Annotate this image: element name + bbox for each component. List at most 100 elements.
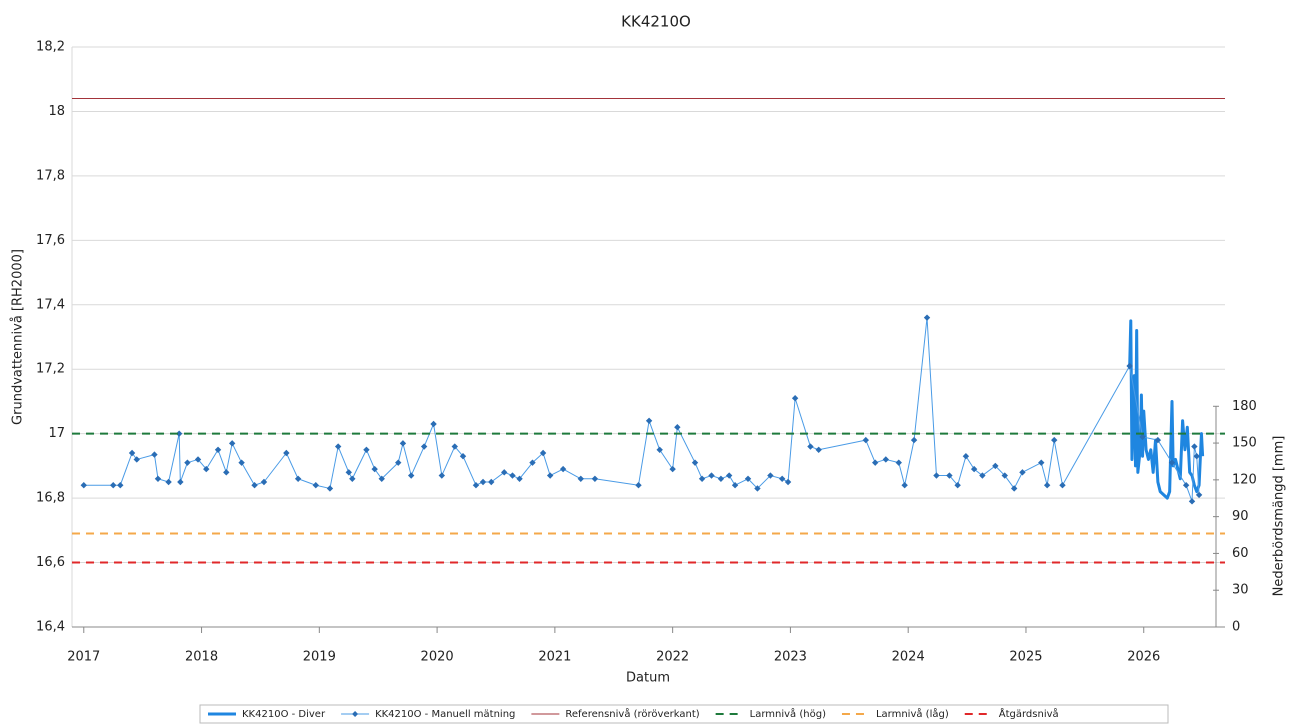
legend-label: Larmnivå (låg) (876, 707, 949, 720)
point (472, 482, 480, 489)
point (872, 459, 879, 466)
legend-label: Åtgärdsnivå (999, 707, 1059, 720)
y-tick-label: 17,4 (36, 297, 65, 312)
point (80, 482, 87, 489)
point (110, 482, 117, 489)
y2-tick-label: 90 (1232, 509, 1249, 524)
y-axis-label: Grundvattennivå [RH2000] (11, 249, 26, 425)
point (962, 453, 970, 460)
point (154, 475, 162, 482)
point (1195, 491, 1203, 499)
x-tick-label: 2025 (1009, 650, 1042, 665)
point (516, 475, 523, 482)
point (251, 482, 258, 489)
point (194, 456, 202, 463)
point (1188, 498, 1196, 505)
point (175, 430, 183, 437)
point (133, 456, 140, 463)
point (1038, 459, 1045, 466)
y-tick-label: 16,6 (36, 555, 65, 570)
point (744, 475, 752, 482)
point (501, 469, 508, 476)
point (546, 472, 554, 479)
point (378, 475, 385, 482)
point (420, 443, 428, 450)
point (479, 478, 487, 486)
x-tick-label: 2017 (67, 650, 100, 665)
point (933, 472, 940, 479)
point (954, 482, 961, 489)
point (177, 478, 184, 486)
point (451, 443, 458, 450)
point (923, 314, 931, 321)
y-tick-label: 17,8 (36, 168, 65, 183)
point (577, 475, 584, 482)
y-tick-label: 18 (48, 104, 65, 119)
series-line (1128, 319, 1205, 500)
point (645, 417, 653, 424)
point (674, 424, 681, 431)
x-tick-label: 2022 (656, 650, 689, 665)
point (778, 475, 786, 482)
y-tick-label: 18,2 (36, 40, 65, 55)
y-tick-label: 17 (48, 426, 65, 441)
point (430, 420, 437, 428)
point (1139, 433, 1146, 441)
point (399, 440, 407, 447)
x-tick-label: 2026 (1127, 650, 1160, 665)
x-tick-label: 2023 (774, 650, 807, 665)
point (725, 472, 733, 479)
y2-tick-label: 150 (1232, 436, 1257, 451)
point (708, 472, 715, 479)
point (895, 459, 902, 466)
series-line (83, 317, 1200, 502)
point (371, 465, 378, 473)
point (334, 443, 342, 450)
point (882, 456, 890, 463)
legend-label: Larmnivå (hög) (750, 707, 826, 720)
point (1043, 482, 1051, 489)
x-tick-label: 2024 (892, 650, 925, 665)
point (1154, 436, 1162, 444)
x-tick-label: 2021 (538, 650, 571, 665)
y2-axis-label: Nederbördsmängd [mm] (1272, 436, 1287, 597)
point (128, 449, 136, 457)
point (260, 478, 268, 486)
point (509, 472, 516, 479)
point (407, 472, 415, 479)
point (151, 451, 158, 458)
point (970, 465, 978, 473)
point (214, 446, 222, 453)
point (946, 472, 953, 479)
point (784, 478, 792, 486)
y-tick-label: 17,2 (36, 362, 65, 377)
point (1019, 469, 1026, 476)
point (438, 472, 446, 479)
point (731, 482, 739, 489)
point (349, 475, 356, 482)
point (669, 465, 676, 473)
legend-label: KK4210O - Manuell mätning (375, 709, 515, 720)
point (754, 485, 761, 492)
point (283, 449, 290, 457)
point (1010, 485, 1018, 492)
point (203, 465, 210, 473)
point (345, 469, 352, 476)
point (807, 443, 814, 450)
point (223, 469, 230, 476)
point (459, 453, 467, 460)
point (529, 459, 536, 466)
point (165, 478, 172, 486)
point (979, 472, 986, 479)
point (1059, 482, 1066, 489)
point (1001, 472, 1008, 479)
y-tick-label: 17,6 (36, 233, 65, 248)
point (691, 459, 699, 466)
point (910, 436, 918, 444)
point (238, 459, 245, 466)
y2-tick-label: 120 (1232, 472, 1257, 487)
point (901, 482, 908, 489)
point (395, 459, 402, 466)
point (326, 485, 334, 492)
